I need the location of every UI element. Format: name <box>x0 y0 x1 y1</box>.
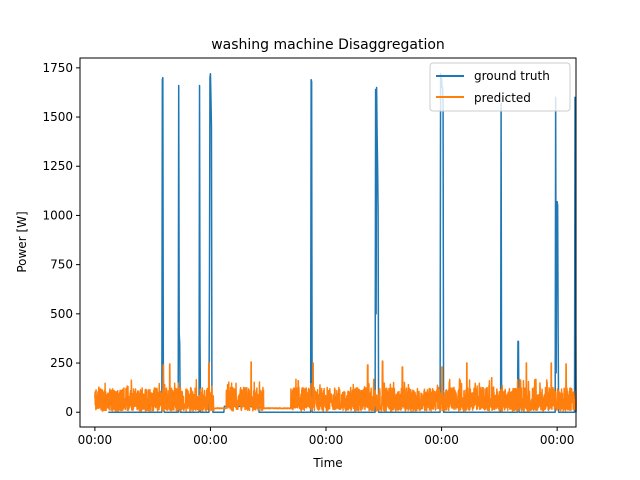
x-tick-label: 00:00 <box>540 433 575 447</box>
legend-label-predicted: predicted <box>474 91 531 105</box>
y-tick-label: 1750 <box>42 61 73 75</box>
y-tick-label: 500 <box>50 307 73 321</box>
axes-frame <box>79 57 577 428</box>
y-tick-label: 1250 <box>42 159 73 173</box>
x-tick-label: 00:00 <box>424 433 459 447</box>
y-tick-label: 1500 <box>42 110 73 124</box>
legend-label-ground-truth: ground truth <box>474 69 550 83</box>
legend-box <box>429 62 571 112</box>
plot-area <box>94 72 577 413</box>
x-tick-label: 00:00 <box>193 433 228 447</box>
x-axis-label: Time <box>312 456 342 470</box>
series-line-predicted <box>94 360 577 412</box>
series-line-ground-truth <box>108 72 577 413</box>
y-tick-label: 0 <box>65 405 73 419</box>
y-tick-label: 250 <box>50 356 73 370</box>
legend: ground truth predicted <box>429 62 571 112</box>
x-axis: 00:00 00:00 00:00 00:00 00:00 <box>78 427 575 447</box>
y-axis: 0 250 500 750 1000 1250 1500 1750 <box>42 61 80 419</box>
x-tick-label: 00:00 <box>309 433 344 447</box>
y-tick-label: 1000 <box>42 208 73 222</box>
y-tick-label: 750 <box>50 258 73 272</box>
x-tick-label: 00:00 <box>78 433 113 447</box>
y-axis-label: Power [W] <box>15 211 29 272</box>
chart-title: washing machine Disaggregation <box>211 37 445 53</box>
